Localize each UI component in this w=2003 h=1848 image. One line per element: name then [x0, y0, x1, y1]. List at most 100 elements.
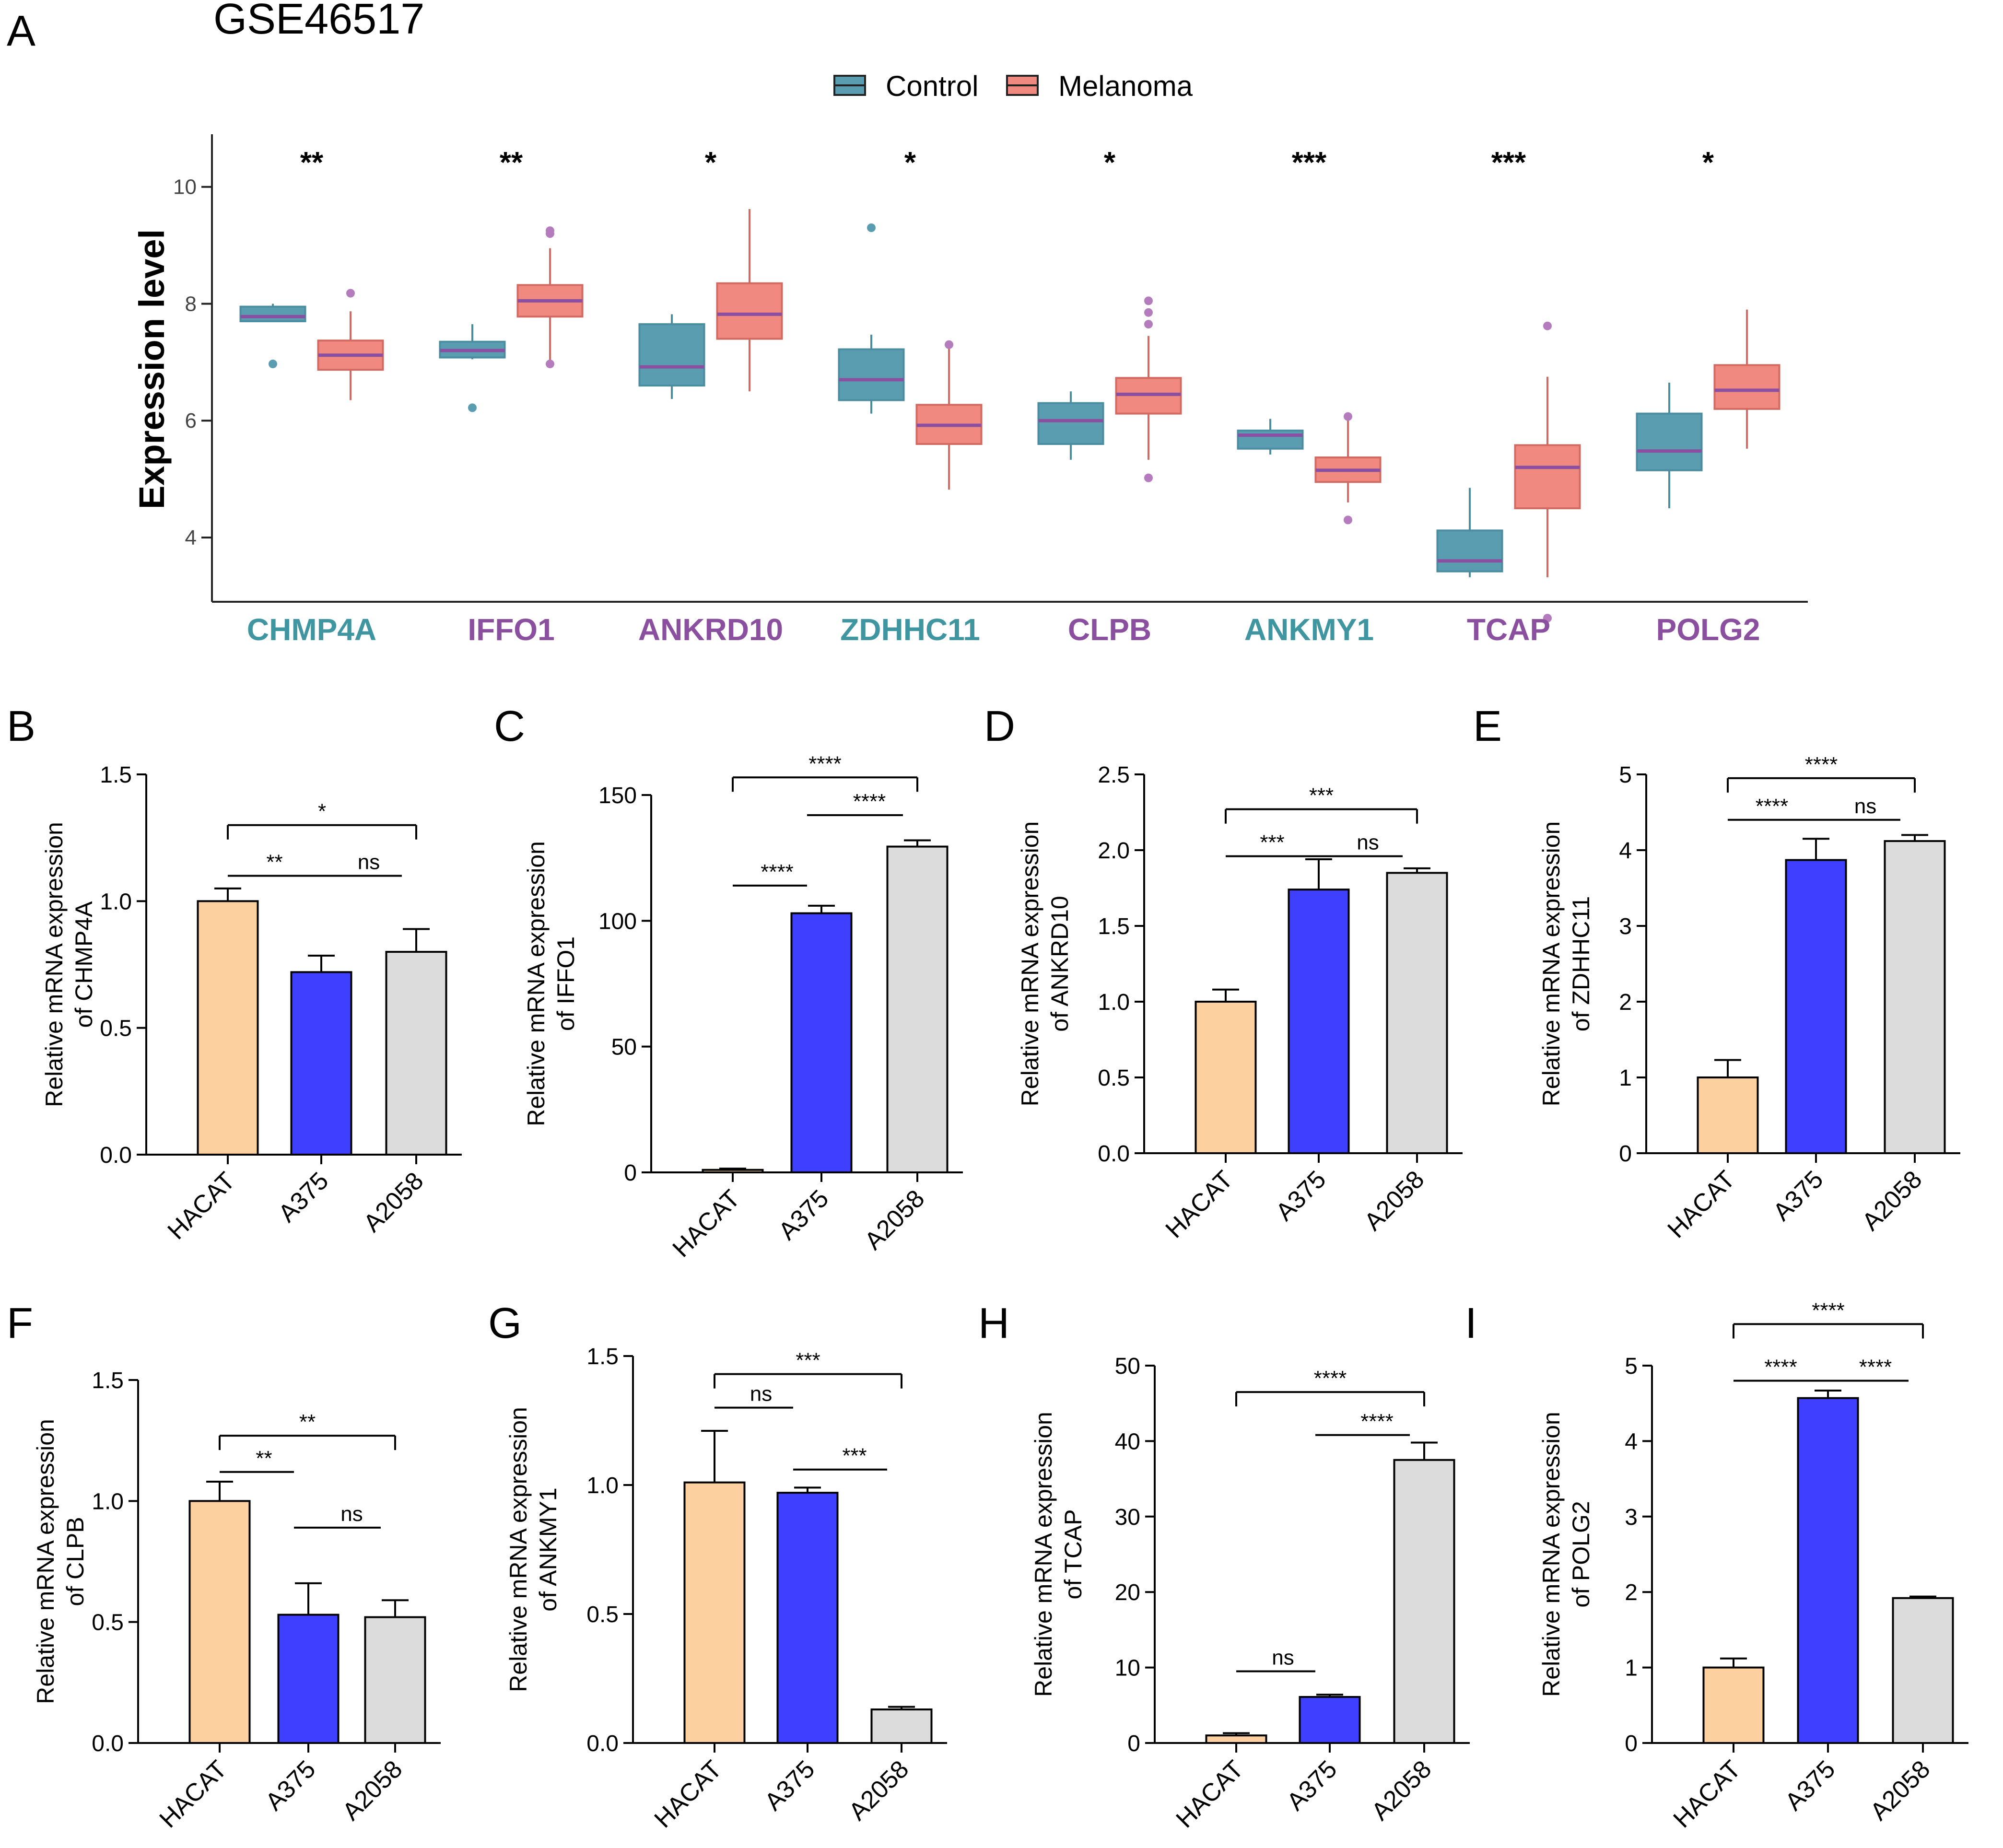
comparison-0: **** [1734, 1355, 1814, 1382]
y-axis-label: Expression level [132, 229, 172, 509]
panel-letter-b: B [7, 702, 35, 750]
y-tick-label-10: 10 [173, 175, 197, 199]
y-axis-label-line-0: Relative mRNA expression [41, 822, 68, 1107]
x-tick-label-clpb: CLPB [1068, 612, 1151, 647]
comparison-label-2: **** [1314, 1367, 1347, 1390]
y-tick-label-5: 5 [1625, 1354, 1638, 1379]
comparison-1: ns [1304, 831, 1403, 857]
bar-a375 [1785, 859, 1847, 1155]
bar-chart-polg2: 0 1 2 3 4 5 Relative mRNA expression of POLG2 HA… [1538, 1298, 1968, 1833]
y-axis-label-line-1: of POLG2 [1568, 1501, 1594, 1607]
x-tick-label-a2058: A2058 [843, 1755, 914, 1825]
comparison-0: ** [228, 850, 307, 877]
bar-a2058 [364, 1616, 426, 1744]
panel-g: G 0.0 0.5 1.0 1.5 Relative mRNA expression of… [488, 1299, 947, 1833]
y-tick-label-3: 1.5 [1098, 914, 1130, 939]
gene-group-polg2: * POLG2 [1636, 146, 1780, 647]
x-tick-label-a2058: A2058 [859, 1184, 930, 1255]
x-tick-label-a2058: A2058 [1857, 1165, 1927, 1236]
comparison-2: **** [732, 752, 918, 792]
y-axis-label: Relative mRNA expression of ANKRD10 [1017, 821, 1073, 1107]
x-tick-label-hacat: HACAT [154, 1755, 233, 1833]
y-axis-label: Relative mRNA expression of POLG2 [1538, 1412, 1594, 1697]
y-axis-label-line-1: of ANKRD10 [1046, 896, 1073, 1031]
comparison-label-1: **** [1360, 1410, 1394, 1433]
y-tick-label-2: 1.0 [1098, 990, 1130, 1015]
y-tick-label-0: 0 [1127, 1731, 1140, 1756]
x-tick-label-hacat: HACAT [1160, 1165, 1239, 1243]
y-tick-label-3: 30 [1115, 1505, 1140, 1530]
comparison-0: *** [1226, 831, 1304, 857]
bar-hacat [1697, 1076, 1759, 1154]
comparison-label-2: **** [1812, 1298, 1845, 1322]
y-tick-label-0: 0 [1625, 1731, 1638, 1756]
comparison-2: *** [1225, 784, 1418, 824]
legend-label-melanoma: Melanoma [1058, 70, 1193, 102]
comparison-label-1: ns [1854, 795, 1876, 818]
x-tick-label-hacat: HACAT [1668, 1755, 1746, 1833]
y-tick-label-2: 2 [1619, 990, 1632, 1015]
y-tick-label-2: 1.0 [586, 1473, 619, 1498]
bar-hacat [702, 1169, 764, 1174]
panel-d: D 0.0 0.5 1.0 1.5 2.0 2.5 Relative mRNA expres… [984, 702, 1463, 1243]
legend-label-control: Control [886, 70, 978, 102]
y-axis-label: Relative mRNA expression of CLPB [32, 1419, 89, 1704]
comparison-2: * [227, 800, 417, 840]
box-zdhhc11-control-iqr [838, 348, 905, 401]
panel-a: A GSE46517 Control Melanoma 4 6 8 10 Express… [7, 0, 1808, 647]
y-tick-label-8: 8 [185, 292, 197, 316]
x-tick-label-hacat: HACAT [668, 1184, 746, 1263]
gene-group-chmp4a: ** CHMP4A [239, 146, 384, 647]
panel-letter-d: D [984, 702, 1015, 750]
panel-letter-c: C [494, 702, 525, 750]
gene-group-clpb: * CLPB [1037, 146, 1182, 647]
comparison-1: **** [807, 790, 903, 816]
gene-group-iffo1: ** IFFO1 [439, 146, 584, 647]
y-tick-label-1: 0.5 [1098, 1065, 1130, 1091]
panel-e: E 0 1 2 3 4 5 Relative mRNA expression of ZDHHC… [1473, 702, 1960, 1243]
y-tick-label-2: 1.0 [92, 1489, 124, 1514]
comparison-label-1: *** [842, 1444, 867, 1468]
box-clpb-melanoma-outlier-0 [1144, 473, 1153, 482]
box-zdhhc11-melanoma-outlier-0 [945, 340, 953, 349]
bar-hacat [683, 1481, 746, 1744]
x-tick-label-a375: A375 [1768, 1165, 1829, 1226]
bar-a375 [790, 912, 853, 1174]
y-axis-label: Relative mRNA expression of CHMP4A [41, 822, 97, 1107]
y-axis-label-line-0: Relative mRNA expression [1017, 821, 1043, 1107]
y-tick-label-2: 1.0 [100, 889, 132, 914]
y-axis-label-line-1: of ANKMY1 [535, 1487, 562, 1611]
y-tick-label-0: 0.0 [92, 1731, 124, 1756]
comparison-label-2: **** [1805, 753, 1838, 776]
box-ankmy1-control-iqr [1237, 429, 1304, 450]
comparison-label-0: **** [1764, 1355, 1797, 1379]
x-tick-label-chmp4a: CHMP4A [247, 612, 376, 647]
gene-group-tcap: *** TCAP [1436, 146, 1581, 647]
bar-chart-ankrd10: 0.0 0.5 1.0 1.5 2.0 2.5 Relative mRNA expressi… [1017, 762, 1463, 1243]
comparison-0: ns [1236, 1646, 1315, 1673]
y-axis-label: Relative mRNA expression of ANKMY1 [505, 1407, 562, 1692]
comparison-label-2: *** [796, 1349, 820, 1372]
y-tick-label-0: 0.0 [100, 1143, 132, 1168]
y-tick-label-4: 4 [185, 526, 197, 550]
y-tick-label-2: 100 [598, 909, 637, 934]
comparison-2: **** [1727, 753, 1916, 793]
box-ankrd10-control-iqr [638, 323, 705, 387]
panel-b: B 0.0 0.5 1.0 1.5 Relative mRNA expression of… [7, 702, 462, 1245]
panel-letter-e: E [1473, 702, 1502, 750]
box-tcap-melanoma-outlier-0 [1543, 614, 1552, 623]
y-tick-label-0: 0 [624, 1160, 637, 1186]
bar-a2058 [1892, 1597, 1954, 1744]
significance-chmp4a: ** [300, 146, 324, 179]
box-polg2-control-iqr [1636, 412, 1703, 471]
bar-hacat [1702, 1666, 1765, 1744]
x-tick-label-ankrd10: ANKRD10 [638, 612, 783, 647]
bar-hacat [1195, 1001, 1257, 1154]
y-tick-label-4: 2.0 [1098, 838, 1130, 864]
comparison-1: *** [793, 1444, 887, 1471]
comparison-0: **** [1728, 795, 1802, 821]
box-tcap-control-iqr [1436, 529, 1503, 573]
bar-a375 [1299, 1696, 1361, 1744]
panel-f: F 0.0 0.5 1.0 1.5 Relative mRNA expression of… [7, 1299, 441, 1833]
significance-ankrd10: * [705, 146, 717, 179]
